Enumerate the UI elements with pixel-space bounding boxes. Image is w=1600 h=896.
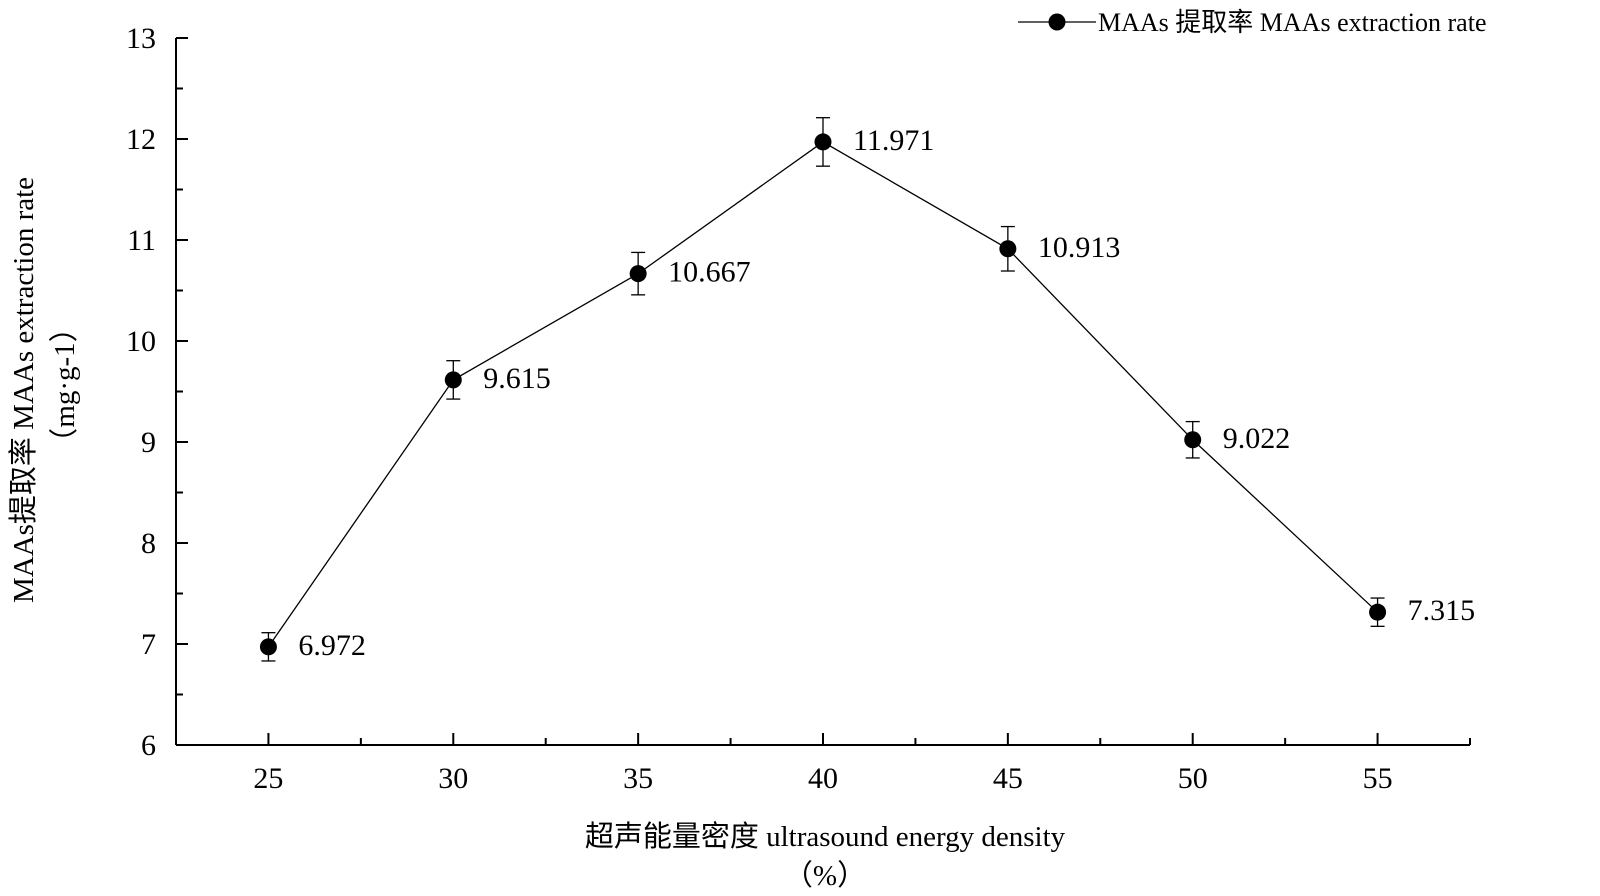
data-point	[1369, 603, 1387, 621]
data-point	[259, 638, 277, 656]
data-point	[814, 133, 832, 151]
y-tick-label: 12	[126, 123, 156, 156]
data-label: 9.022	[1223, 422, 1291, 455]
y-tick-label: 9	[141, 426, 156, 459]
data-point	[999, 240, 1017, 258]
x-tick-label: 55	[1363, 762, 1393, 795]
data-label: 10.667	[668, 256, 751, 289]
y-axis-title: MAAs提取率 MAAs extraction rate	[7, 177, 40, 603]
data-label: 11.971	[853, 124, 934, 157]
data-point	[629, 265, 647, 283]
x-tick-label: 45	[993, 762, 1023, 795]
y-tick-label: 10	[126, 325, 156, 358]
x-tick-label: 50	[1178, 762, 1208, 795]
y-tick-label: 8	[141, 527, 156, 560]
legend-label: MAAs 提取率 MAAs extraction rate	[1098, 8, 1487, 37]
x-tick-label: 40	[808, 762, 838, 795]
data-label: 6.972	[298, 629, 366, 662]
data-point	[1184, 431, 1202, 449]
data-point	[444, 371, 462, 389]
y-tick-label: 6	[141, 729, 156, 762]
y-axis-unit: （mg·g-1）	[49, 313, 81, 456]
x-tick-label: 25	[253, 762, 283, 795]
data-label: 9.615	[483, 362, 551, 395]
data-label: 7.315	[1408, 594, 1476, 627]
y-tick-label: 7	[141, 628, 156, 661]
x-axis-unit: （%）	[784, 860, 866, 892]
x-tick-label: 30	[438, 762, 468, 795]
x-tick-label: 35	[623, 762, 653, 795]
legend-marker	[1048, 13, 1066, 31]
x-axis-title: 超声能量密度 ultrasound energy density	[585, 820, 1066, 853]
series-line	[267, 141, 1379, 648]
y-tick-label: 13	[126, 22, 156, 55]
ticks: 6 7 8 9 10 11 12 13 25 30 35 40 45 50 55	[126, 22, 1471, 795]
data-label: 10.913	[1038, 231, 1121, 264]
plot-area: 6.972 9.615 10.667 11.971 10.913 9.022 7.315	[259, 117, 1476, 662]
y-tick-label: 11	[127, 224, 156, 257]
legend: MAAs 提取率 MAAs extraction rate	[1018, 8, 1487, 37]
